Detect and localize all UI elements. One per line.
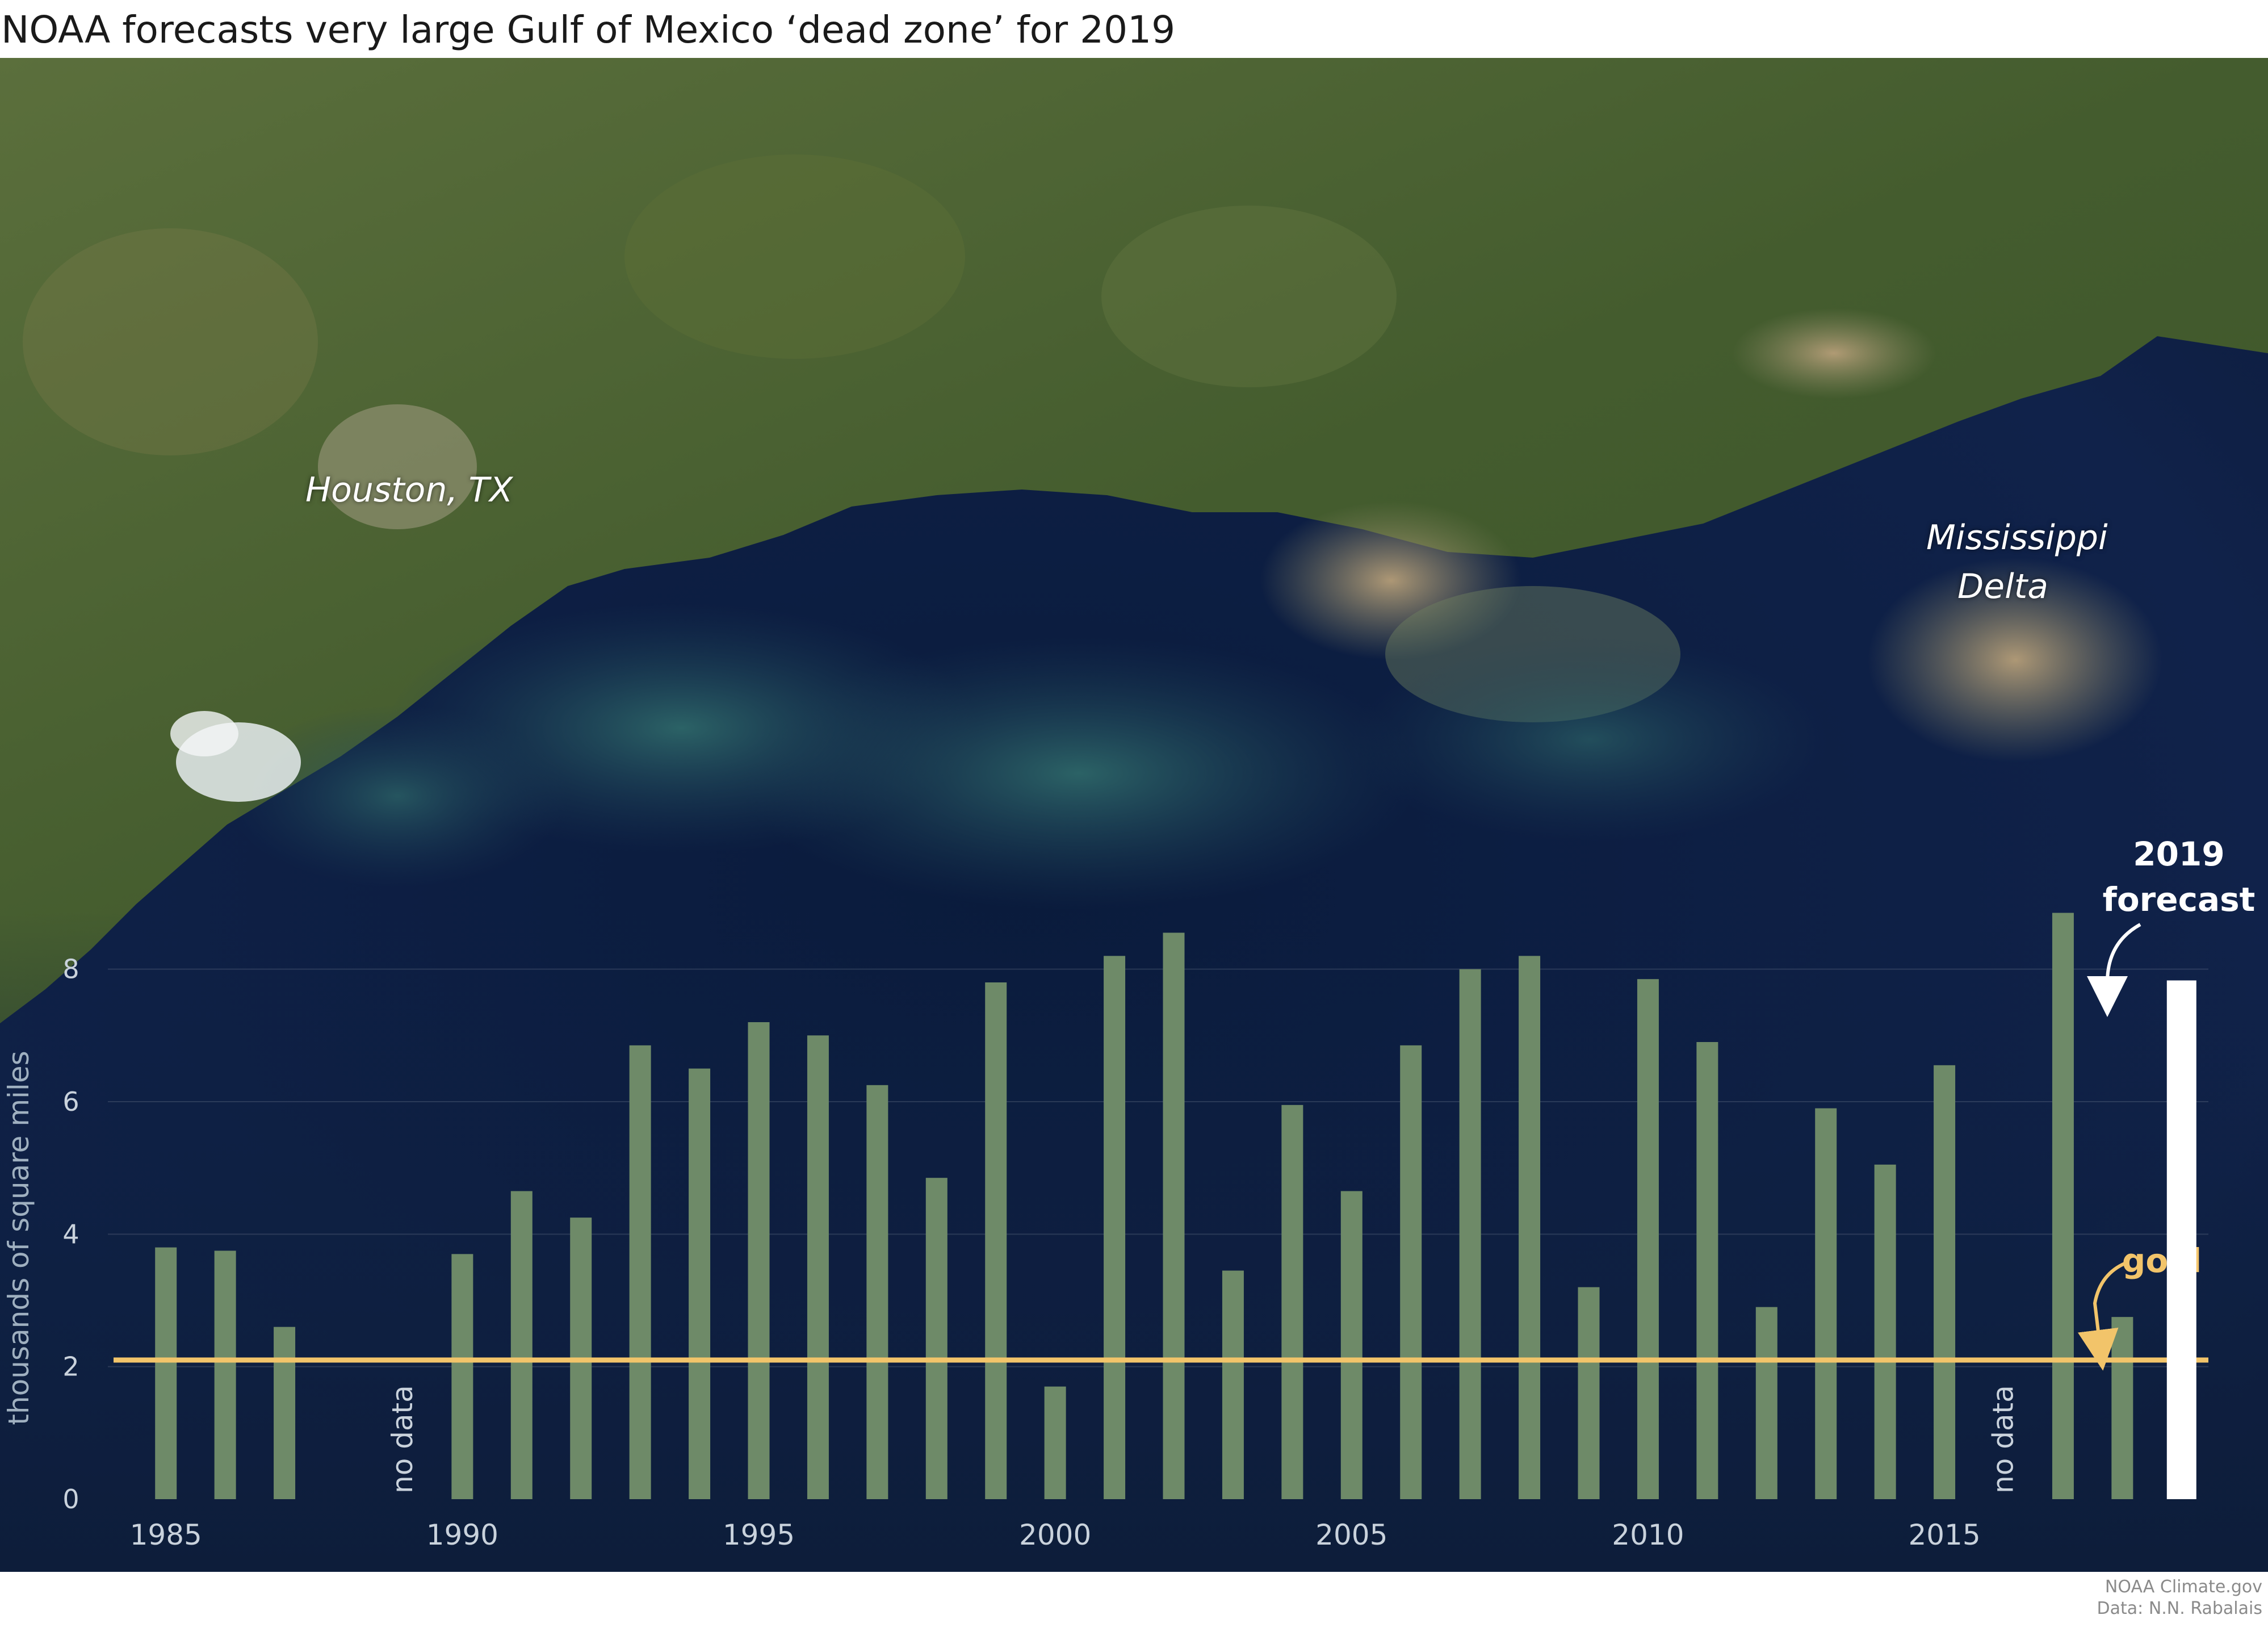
y-tick-label: 6: [62, 1086, 79, 1117]
bar-1995: [748, 1022, 770, 1499]
bars: [155, 913, 2133, 1499]
no-data-labels: no data no data: [386, 1385, 2020, 1493]
x-tick-label: 1985: [130, 1518, 202, 1551]
x-tick-label: 2000: [1019, 1518, 1091, 1551]
credit: NOAA Climate.gov Data: N.N. Rabalais: [2097, 1576, 2262, 1620]
delta-label-line1: Mississippi: [1926, 518, 2108, 558]
bar-2005: [1340, 1191, 1363, 1499]
bar-1997: [866, 1085, 888, 1499]
y-tick-label: 0: [62, 1484, 79, 1515]
houston-label: Houston, TX: [305, 470, 513, 510]
y-tick-label: 4: [62, 1219, 79, 1249]
bar-1996: [807, 1035, 829, 1499]
page-title: NOAA forecasts very large Gulf of Mexico…: [1, 8, 1176, 52]
no-data-label: no data: [386, 1385, 419, 1493]
credit-data: Data: N.N. Rabalais: [2097, 1599, 2262, 1618]
x-axis-ticks: 1985 1990 1995 2000 2005 2010 2015: [130, 1518, 1981, 1551]
bar-2002: [1163, 932, 1185, 1499]
bar-1985: [155, 1247, 177, 1499]
bar-2017: [2052, 913, 2074, 1499]
y-axis-ticks: 0 2 4 6 8: [62, 954, 79, 1515]
x-tick-label: 2015: [1908, 1518, 1980, 1551]
bar-2006: [1400, 1045, 1422, 1499]
forecast-group: 2019 forecast: [2087, 835, 2256, 1499]
delta-label-line2: Delta: [1957, 567, 2049, 606]
bar-1986: [214, 1250, 236, 1499]
bar-2007: [1459, 969, 1481, 1499]
bar-1993: [629, 1045, 651, 1499]
goal-arrow: [2077, 1260, 2130, 1371]
bar-2015: [1934, 1065, 1956, 1499]
bar-1999: [985, 982, 1007, 1499]
no-data-label: no data: [1987, 1385, 2020, 1493]
bar-2010: [1637, 979, 1659, 1499]
forecast-bar: [2166, 980, 2196, 1499]
bar-1998: [925, 1178, 948, 1499]
bar-1987: [274, 1327, 296, 1499]
bar-2008: [1519, 956, 1541, 1499]
credit-source: NOAA Climate.gov: [2104, 1577, 2262, 1597]
bar-1990: [451, 1254, 473, 1499]
forecast-arrow: [2087, 923, 2141, 1017]
x-tick-label: 1990: [426, 1518, 498, 1551]
bar-1991: [510, 1191, 533, 1499]
bar-2018: [2111, 1317, 2133, 1499]
forecast-label-year: 2019: [2133, 835, 2224, 873]
satellite-map-background: Houston, TX Mississippi Delta: [0, 58, 2268, 1572]
forecast-label-text: forecast: [2103, 880, 2256, 919]
bar-2011: [1696, 1042, 1718, 1499]
bar-2014: [1874, 1164, 1896, 1499]
y-tick-label: 2: [62, 1352, 79, 1382]
x-tick-label: 1995: [723, 1518, 795, 1551]
x-tick-label: 2005: [1315, 1518, 1387, 1551]
bar-1994: [689, 1068, 711, 1499]
bar-2000: [1044, 1386, 1066, 1499]
bar-2004: [1281, 1105, 1303, 1499]
y-axis-label: thousands of square miles: [2, 1051, 35, 1425]
bar-2001: [1104, 956, 1126, 1499]
bar-2009: [1578, 1287, 1600, 1499]
x-tick-label: 2010: [1612, 1518, 1684, 1551]
bar-2003: [1222, 1270, 1244, 1499]
bar-2013: [1815, 1108, 1837, 1499]
y-tick-label: 8: [62, 954, 79, 985]
satellite-image: [0, 58, 2268, 1572]
bar-2012: [1755, 1307, 1777, 1499]
